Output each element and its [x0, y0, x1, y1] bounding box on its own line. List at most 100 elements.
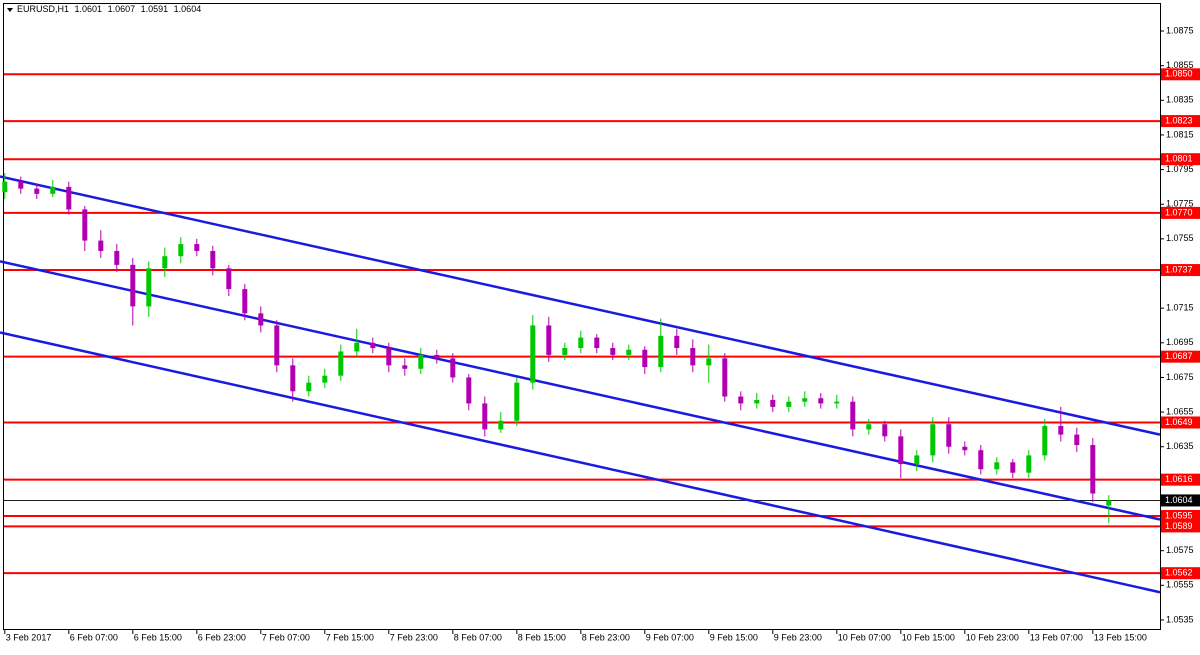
candle-body — [290, 365, 296, 392]
candle-body — [706, 358, 712, 366]
level-price-label: 1.0616 — [1165, 474, 1193, 484]
candle-body — [418, 354, 424, 369]
level-price-box — [1161, 520, 1200, 533]
header-open: 1.0601 — [75, 4, 103, 14]
candle-body — [722, 358, 728, 397]
x-tick-label: 10 Feb 07:00 — [838, 632, 891, 642]
candle-body — [402, 365, 408, 369]
x-tick-label: 9 Feb 23:00 — [774, 632, 822, 642]
candle-body — [50, 186, 56, 194]
candle-body — [898, 436, 904, 465]
candle-body — [1026, 455, 1032, 473]
candle-body — [386, 347, 392, 366]
header-close: 1.0604 — [174, 4, 202, 14]
y-tick-label: 1.0715 — [1166, 303, 1194, 313]
level-price-label: 1.0770 — [1165, 207, 1193, 217]
y-tick-label: 1.0875 — [1166, 25, 1194, 35]
level-price-box — [1161, 473, 1200, 486]
candle-body — [1074, 434, 1080, 446]
candle-body — [178, 244, 184, 257]
candle-body — [866, 424, 872, 430]
header-low: 1.0591 — [141, 4, 169, 14]
level-price-label: 1.0801 — [1165, 154, 1193, 164]
x-tick-label: 8 Feb 15:00 — [518, 632, 566, 642]
level-price-box — [1161, 153, 1200, 166]
level-price-label: 1.0823 — [1165, 115, 1193, 125]
level-price-label: 1.0595 — [1165, 510, 1193, 520]
candle-body — [1010, 462, 1016, 473]
channel-line — [0, 175, 1161, 436]
x-tick-label: 7 Feb 07:00 — [262, 632, 310, 642]
y-tick-label: 1.0855 — [1166, 60, 1194, 70]
candle-body — [146, 268, 152, 307]
y-tick-label: 1.0755 — [1166, 233, 1194, 243]
x-tick-label: 6 Feb 15:00 — [134, 632, 182, 642]
level-price-box — [1161, 68, 1200, 81]
candle-body — [482, 403, 488, 430]
candle-body — [1058, 425, 1064, 435]
y-tick-label: 1.0835 — [1166, 95, 1194, 105]
candle-body — [754, 399, 760, 404]
candle-body — [690, 347, 696, 366]
candle-body — [786, 401, 792, 407]
candle-body — [130, 264, 136, 307]
plot-frame — [3, 3, 1161, 630]
candle-body — [658, 335, 664, 368]
x-tick-label: 9 Feb 07:00 — [646, 632, 694, 642]
candle-body — [98, 240, 104, 251]
candle-body — [1106, 500, 1112, 506]
y-tick-label: 1.0695 — [1166, 337, 1194, 347]
candle-body — [498, 420, 504, 430]
x-tick-label: 8 Feb 23:00 — [582, 632, 630, 642]
candle-body — [962, 446, 968, 451]
y-tick-label: 1.0815 — [1166, 129, 1194, 139]
y-tick-label: 1.0655 — [1166, 406, 1194, 416]
candle-body — [834, 401, 840, 404]
candle-body — [850, 401, 856, 430]
y-tick-label: 1.0775 — [1166, 199, 1194, 209]
level-price-label: 1.0562 — [1165, 568, 1193, 578]
y-tick-label: 1.0535 — [1166, 614, 1194, 624]
x-tick-label: 10 Feb 23:00 — [966, 632, 1019, 642]
candle-body — [34, 188, 40, 194]
candle-body — [578, 337, 584, 348]
level-price-box — [1161, 567, 1200, 580]
y-tick-label: 1.0795 — [1166, 164, 1194, 174]
candle-body — [546, 325, 552, 355]
candle-body — [530, 325, 536, 383]
candle-body — [562, 347, 568, 355]
candle-body — [882, 424, 888, 437]
candle-body — [642, 349, 648, 368]
candle-body — [82, 209, 88, 241]
candle-body — [258, 313, 264, 326]
level-price-label: 1.0649 — [1165, 417, 1193, 427]
x-tick-label: 3 Feb 2017 — [6, 632, 52, 642]
x-tick-label: 8 Feb 07:00 — [454, 632, 502, 642]
symbol: EURUSD,H1 — [17, 4, 69, 14]
candle-body — [802, 398, 808, 402]
candle-body — [242, 289, 248, 314]
y-tick-label: 1.0555 — [1166, 580, 1194, 590]
level-price-label: 1.0687 — [1165, 351, 1193, 361]
candle-body — [610, 347, 616, 355]
candle-body — [1042, 425, 1048, 456]
candle-body — [370, 342, 376, 348]
candle-body — [738, 396, 744, 404]
candle-body — [994, 462, 1000, 470]
candle-body — [1090, 445, 1096, 494]
candle-body — [322, 375, 328, 383]
level-price-box — [1161, 416, 1200, 429]
x-tick-label: 13 Feb 07:00 — [1030, 632, 1083, 642]
candle-body — [914, 455, 920, 465]
current-price-box — [1161, 494, 1200, 507]
channel-line — [0, 260, 1161, 521]
candle-body — [978, 450, 984, 470]
candle-body — [114, 250, 120, 265]
candle-body — [18, 181, 24, 189]
candle-body — [450, 358, 456, 378]
candle-body — [226, 268, 232, 290]
candle-body — [818, 398, 824, 404]
